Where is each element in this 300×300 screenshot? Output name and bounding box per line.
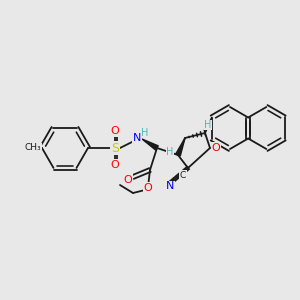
Text: N: N	[166, 181, 174, 191]
Text: N: N	[133, 133, 141, 143]
Text: O: O	[111, 160, 119, 170]
Polygon shape	[142, 139, 158, 150]
Text: H: H	[141, 128, 149, 138]
Text: O: O	[144, 183, 152, 193]
Text: S: S	[111, 142, 119, 154]
Text: H: H	[166, 147, 174, 157]
Polygon shape	[176, 138, 185, 156]
Text: CH₃: CH₃	[25, 143, 41, 152]
Text: H: H	[204, 120, 212, 130]
Text: O: O	[124, 175, 132, 185]
Text: O: O	[111, 126, 119, 136]
Text: C: C	[180, 170, 186, 179]
Text: O: O	[212, 143, 220, 153]
